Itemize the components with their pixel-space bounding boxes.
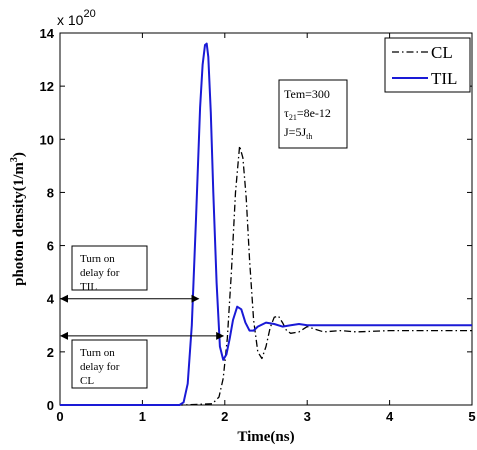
legend-label-til: TIL	[431, 69, 457, 88]
legend-box	[384, 37, 471, 93]
cl-note-text: Turn on delay for CL	[80, 347, 122, 387]
y-tick-label: 14	[40, 26, 55, 41]
cl-note-box	[71, 339, 148, 389]
param-j: J=5Jth	[284, 125, 312, 141]
y-tick-label: 6	[47, 239, 54, 254]
y-axis-multiplier: x 1020	[57, 8, 96, 28]
x-tick-label: 0	[56, 409, 63, 424]
y-axis-ticks: 0 2 4 6 8 10 12 14	[40, 26, 472, 413]
y-tick-label: 0	[47, 398, 54, 413]
x-axis-ticks: 0 1 2 3 4 5	[56, 33, 476, 424]
til-note-text: Turn on delay for TIL	[80, 253, 122, 293]
til-note-box	[71, 245, 148, 291]
x-tick-label: 4	[386, 409, 394, 424]
x-axis-label: Time(ns)	[237, 429, 294, 445]
legend: CL TIL	[384, 37, 471, 93]
x-tick-label: 5	[468, 409, 475, 424]
y-tick-label: 8	[47, 185, 54, 200]
params-box	[278, 79, 348, 149]
series-line-til	[60, 42, 472, 406]
x-tick-label: 1	[139, 409, 146, 424]
series-line-cl	[60, 145, 472, 406]
legend-label-cl: CL	[431, 43, 453, 62]
x-tick-label: 2	[221, 409, 228, 424]
y-tick-label: 12	[40, 79, 54, 94]
series-group	[60, 42, 472, 406]
param-tau: τ21=8e-12	[284, 106, 331, 122]
y-axis-label: photon density(1/m3)	[9, 152, 27, 286]
param-tem: Tem=300	[284, 87, 330, 101]
y-tick-label: 2	[47, 345, 54, 360]
x-tick-label: 3	[304, 409, 311, 424]
y-tick-label: 10	[40, 132, 54, 147]
y-tick-label: 4	[47, 292, 55, 307]
